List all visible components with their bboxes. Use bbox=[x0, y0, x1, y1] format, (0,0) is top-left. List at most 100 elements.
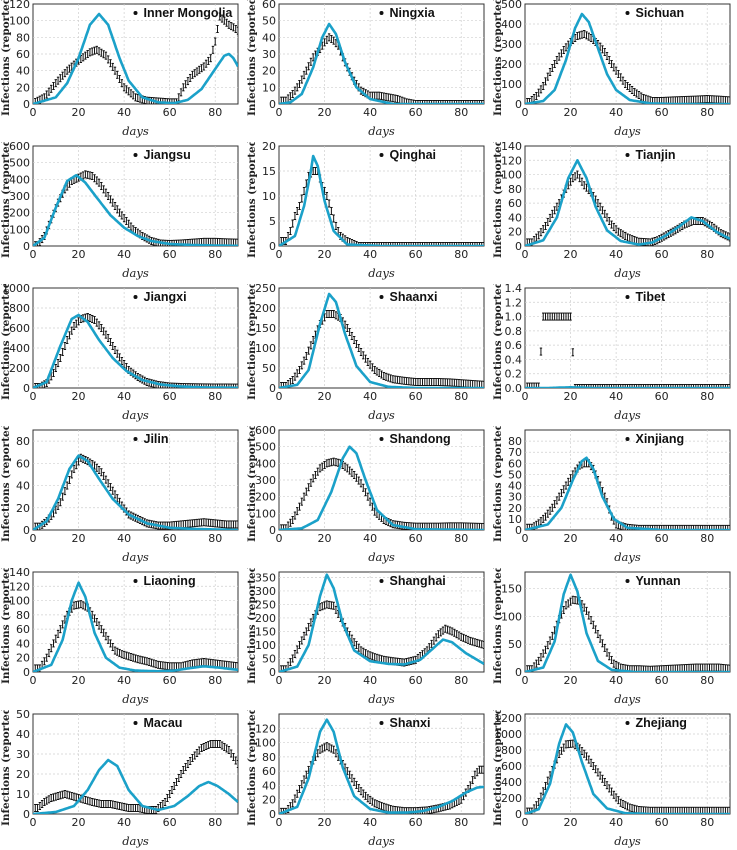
y-tick-label: 100 bbox=[501, 78, 522, 91]
chart-panel-sichuan: 0 20 40 60 80 0 100 200 300 400 500 Infections (rep… bbox=[492, 0, 737, 140]
y-tick-label: 200 bbox=[9, 362, 30, 375]
observed-point bbox=[633, 384, 636, 388]
observed-point bbox=[357, 643, 360, 652]
observed-point bbox=[309, 478, 313, 487]
x-tick-label: 80 bbox=[700, 674, 714, 687]
observed-point bbox=[316, 749, 319, 758]
y-tick-label: 1000 bbox=[2, 284, 30, 295]
observed-point bbox=[601, 45, 604, 54]
x-tick-label: 60 bbox=[163, 816, 177, 829]
observed-point bbox=[218, 740, 221, 748]
observed-point bbox=[703, 95, 707, 104]
observed-point bbox=[289, 227, 292, 235]
observed-point bbox=[118, 353, 121, 362]
observed-point bbox=[375, 242, 379, 246]
observed-point bbox=[116, 801, 119, 810]
observed-point bbox=[571, 174, 575, 183]
observed-point bbox=[560, 488, 563, 497]
observed-point bbox=[471, 776, 474, 785]
x-tick-label: 80 bbox=[454, 674, 468, 687]
observed-point bbox=[710, 384, 713, 388]
observed-point bbox=[122, 214, 126, 223]
observed-point bbox=[116, 647, 119, 656]
observed-point bbox=[719, 384, 723, 388]
x-tick-label: 80 bbox=[454, 248, 468, 261]
observed-point bbox=[425, 100, 429, 104]
observed-point bbox=[580, 30, 584, 39]
observed-point bbox=[393, 375, 397, 384]
observed-point bbox=[567, 312, 570, 321]
y-tick-label: 500 bbox=[255, 441, 276, 454]
observed-point bbox=[93, 798, 96, 807]
y-axis-label: Infections (reported) bbox=[0, 568, 12, 684]
observed-point bbox=[305, 66, 308, 75]
observed-point bbox=[412, 377, 415, 386]
observed-point bbox=[416, 100, 420, 104]
chart-panel-jiangxi: 0 20 40 60 80 0 200 400 600 800 1000 Infections (re… bbox=[0, 284, 245, 424]
model-curve bbox=[279, 292, 484, 388]
y-tick-label: 15 bbox=[262, 165, 276, 178]
x-tick-label: 40 bbox=[363, 248, 377, 261]
y-tick-label: 20 bbox=[16, 652, 30, 665]
x-axis-label: days bbox=[368, 692, 395, 706]
observed-point bbox=[546, 312, 549, 321]
x-tick-label: 0 bbox=[30, 532, 37, 545]
observed-point bbox=[391, 375, 395, 384]
observed-point bbox=[567, 477, 570, 486]
observed-point bbox=[557, 312, 561, 321]
y-tick-label: 80 bbox=[508, 435, 522, 448]
y-tick-label: 20 bbox=[16, 502, 30, 515]
observed-point bbox=[446, 625, 449, 634]
observed-point bbox=[36, 804, 39, 812]
observed-point bbox=[551, 64, 554, 72]
observed-point bbox=[660, 384, 663, 388]
observed-point bbox=[291, 654, 294, 663]
x-tick-label: 40 bbox=[609, 816, 623, 829]
observed-point bbox=[403, 242, 406, 246]
legend-marker bbox=[379, 153, 384, 157]
observed-point bbox=[580, 747, 584, 756]
observed-point bbox=[432, 242, 436, 246]
observed-point bbox=[587, 32, 590, 41]
observed-point bbox=[100, 800, 103, 808]
observed-point bbox=[628, 384, 631, 388]
y-tick-label: 300 bbox=[255, 585, 276, 598]
y-tick-label: 60 bbox=[16, 623, 30, 636]
legend-marker bbox=[625, 721, 630, 725]
observed-point bbox=[419, 100, 422, 104]
observed-point bbox=[580, 177, 584, 186]
observed-point bbox=[439, 378, 442, 387]
observed-point bbox=[359, 242, 363, 246]
y-tick-label: 10 bbox=[262, 81, 276, 94]
observed-point bbox=[43, 798, 46, 806]
observed-point bbox=[557, 52, 561, 61]
y-tick-label: 40 bbox=[16, 480, 30, 493]
observed-point bbox=[350, 774, 354, 783]
observed-point bbox=[614, 660, 618, 669]
observed-point bbox=[414, 100, 417, 104]
observed-point bbox=[626, 384, 629, 388]
observed-point bbox=[298, 366, 301, 374]
observed-point bbox=[109, 639, 112, 648]
observed-point bbox=[166, 794, 169, 802]
observed-point bbox=[86, 796, 89, 805]
observed-point bbox=[439, 628, 442, 637]
observed-point bbox=[109, 483, 112, 492]
observed-point bbox=[387, 93, 390, 102]
observed-point bbox=[544, 512, 547, 521]
observed-point bbox=[202, 62, 206, 71]
panel-title: Jilin bbox=[144, 432, 169, 446]
y-tick-label: 1.4 bbox=[505, 284, 523, 295]
observed-point bbox=[630, 86, 634, 94]
y-axis-label: Infections (reported) bbox=[492, 142, 504, 258]
observed-point bbox=[332, 310, 335, 318]
observed-point bbox=[434, 378, 438, 386]
x-tick-label: 20 bbox=[72, 390, 86, 403]
observed-point bbox=[77, 600, 80, 609]
x-tick-label: 20 bbox=[564, 674, 578, 687]
observed-point bbox=[669, 384, 672, 388]
observed-point bbox=[608, 652, 611, 661]
observed-point bbox=[132, 804, 135, 812]
